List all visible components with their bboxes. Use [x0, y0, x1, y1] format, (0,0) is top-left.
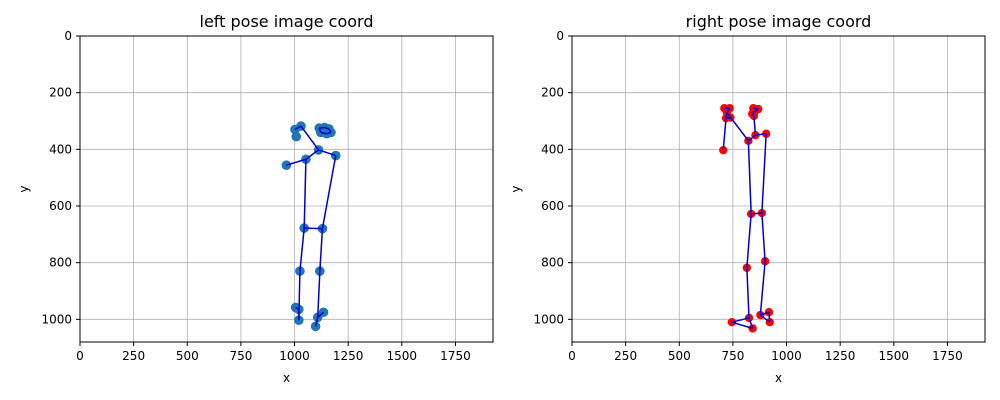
left-y-tick-label: 800: [49, 256, 72, 270]
left-x-tick-label: 1000: [279, 349, 310, 363]
left-skeleton-edge: [305, 149, 320, 160]
left-skeleton-edge: [314, 317, 319, 327]
right-plot-title: right pose image coord: [686, 12, 872, 31]
right-skeleton-edge: [731, 321, 753, 330]
left-x-tick-label: 1250: [333, 349, 364, 363]
right-skeleton-edge: [751, 212, 762, 215]
right-x-axis-label: x: [775, 371, 782, 385]
right-x-tick-label: 1250: [825, 349, 856, 363]
left-skeleton-edge: [300, 125, 320, 151]
left-y-tick-label: 600: [49, 199, 72, 213]
right-skeleton-edge: [761, 133, 767, 214]
left-y-tick-label: 0: [64, 29, 72, 43]
left-keypoint: [291, 131, 302, 142]
left-skeleton-edge: [294, 125, 302, 131]
left-x-tick-label: 1500: [387, 349, 418, 363]
right-pose-plot: right pose image coord x y 0 250 500 750 100…: [509, 12, 986, 385]
left-plot-frame: [79, 35, 494, 343]
left-y-tick-label: 1000: [41, 312, 72, 326]
right-skeleton-edge: [726, 112, 749, 142]
left-skeleton-edge: [318, 149, 336, 157]
right-skeleton-edge: [725, 116, 731, 119]
right-x-tick-label: 1000: [771, 349, 802, 363]
right-skeleton-edge: [751, 113, 755, 117]
left-keypoint: [294, 315, 304, 325]
right-grid: [571, 35, 985, 342]
left-skeleton-edge: [317, 311, 325, 318]
left-skeleton-edge: [326, 131, 332, 135]
left-x-tick-label: 1750: [440, 349, 471, 363]
right-x-tick-label: 1750: [932, 349, 963, 363]
right-skeleton-edge: [759, 314, 771, 323]
left-skeleton-edge: [303, 159, 307, 229]
left-skeleton-edge: [321, 155, 337, 229]
right-x-tick-label: 500: [668, 349, 691, 363]
right-y-tick-label: 400: [541, 142, 564, 156]
right-y-tick-label: 800: [541, 256, 564, 270]
left-plot-title: left pose image coord: [200, 12, 374, 31]
right-skeleton-edge: [753, 108, 759, 113]
left-keypoint: [330, 150, 341, 161]
right-skeleton-edge: [761, 213, 766, 262]
right-x-tick-label: 750: [721, 349, 744, 363]
left-skeleton-edge: [319, 126, 325, 129]
right-plot-frame: [571, 35, 986, 343]
right-y-axis-label: y: [509, 185, 523, 192]
left-skeleton-edge: [304, 227, 323, 230]
left-y-tick-label: 400: [49, 142, 72, 156]
left-x-tick-label: 250: [122, 349, 145, 363]
right-skeleton-edge: [746, 267, 750, 318]
left-skeleton-edge: [319, 228, 324, 272]
right-skeleton-edge: [726, 107, 731, 113]
left-x-tick-label: 750: [229, 349, 252, 363]
left-skeleton-edge: [320, 131, 327, 135]
left-skeleton-edge: [316, 271, 321, 318]
right-skeleton-edge: [722, 118, 727, 151]
left-x-axis-label: x: [283, 371, 290, 385]
left-skeleton-edge: [286, 158, 307, 166]
left-grid: [79, 35, 493, 342]
left-skeleton-edge: [324, 126, 330, 130]
right-skeleton-edge: [760, 311, 770, 316]
left-pose-plot: left pose image coord x y 0 250 500 750 1000…: [17, 12, 494, 385]
right-x-tick-label: 1500: [879, 349, 910, 363]
right-skeleton-edge: [747, 134, 756, 142]
left-skeleton-edge: [299, 228, 305, 272]
right-y-tick-label: 1000: [533, 312, 564, 326]
right-skeleton-edge: [746, 213, 752, 268]
right-y-tick-label: 600: [541, 199, 564, 213]
right-skeleton-edge: [753, 115, 757, 136]
right-y-tick-label: 200: [541, 86, 564, 100]
right-skeleton-edge: [755, 133, 767, 136]
left-x-tick-label: 0: [76, 349, 84, 363]
left-keypoint: [310, 321, 321, 332]
right-skeleton-edge: [751, 111, 755, 115]
right-skeleton-edge: [748, 317, 754, 329]
left-skeleton-edge: [295, 306, 300, 311]
left-y-tick-label: 200: [49, 86, 72, 100]
right-skeleton-edge: [747, 140, 752, 214]
left-y-axis-label: y: [17, 185, 31, 192]
right-skeleton-edge: [731, 317, 750, 323]
right-x-tick-label: 0: [568, 349, 576, 363]
right-skeleton-edge: [768, 312, 771, 323]
right-skeleton-edge: [759, 261, 766, 316]
right-x-tick-label: 250: [614, 349, 637, 363]
left-x-tick-label: 500: [176, 349, 199, 363]
left-skeleton-edge: [318, 127, 322, 133]
right-y-tick-label: 0: [556, 29, 564, 43]
